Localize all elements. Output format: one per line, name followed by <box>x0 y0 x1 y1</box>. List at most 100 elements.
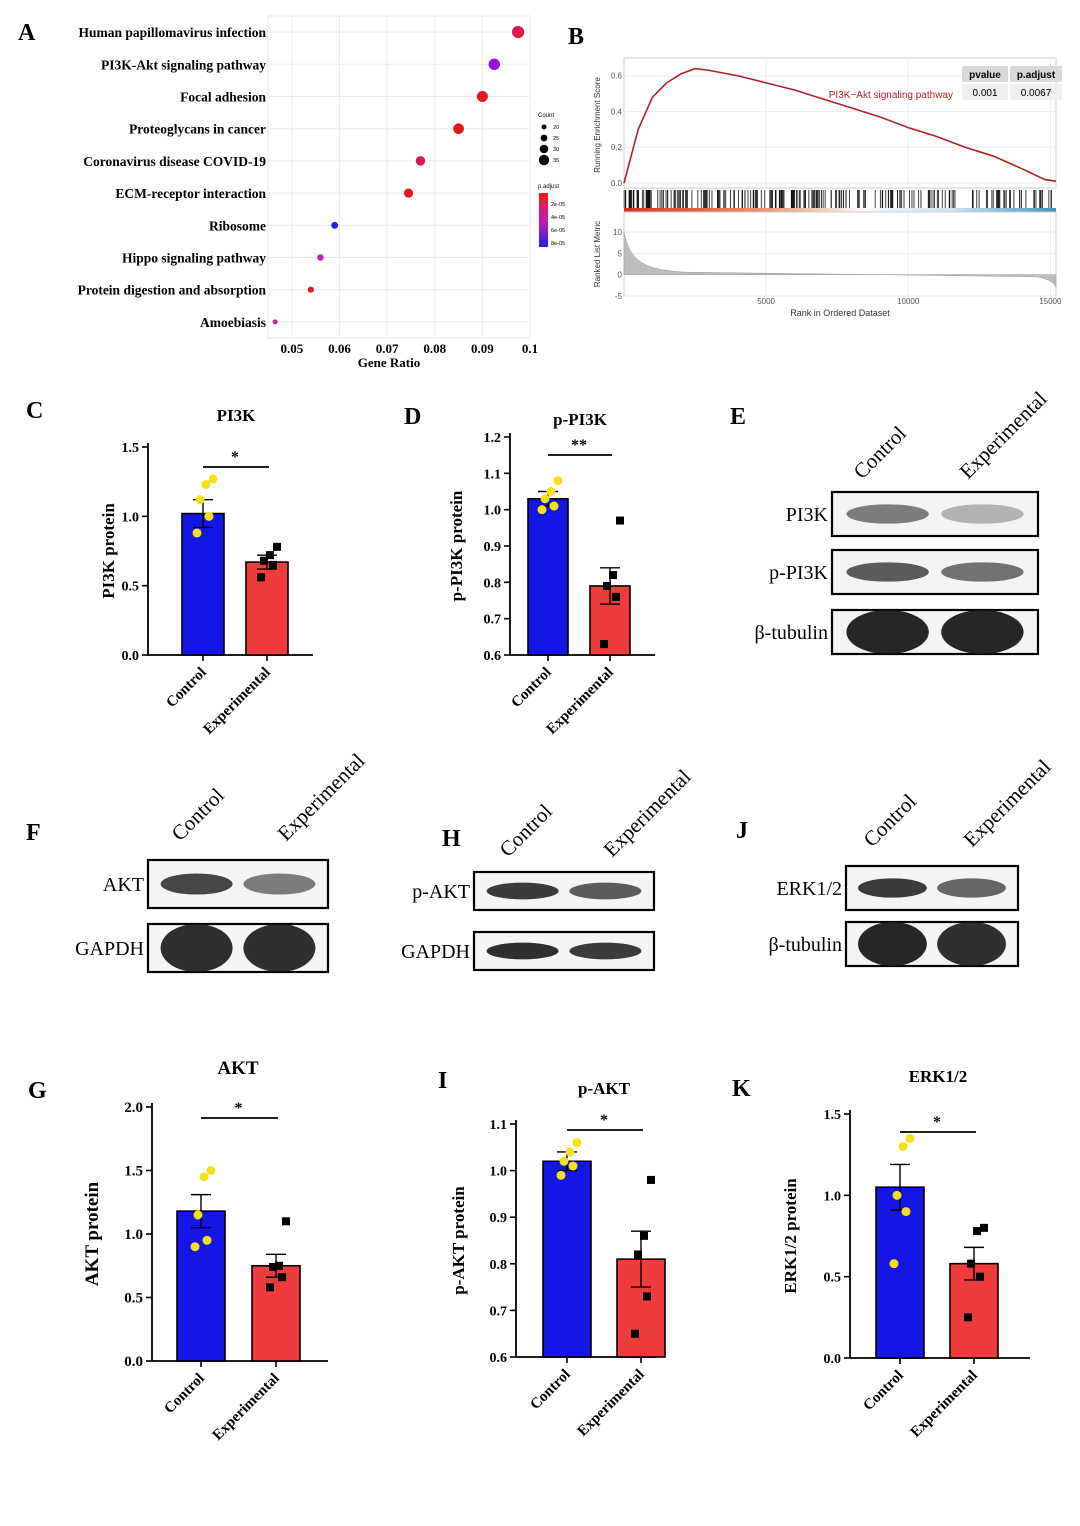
blot-row-label: p-AKT <box>412 881 470 903</box>
es-tick-label: 0.4 <box>611 107 623 116</box>
data-point <box>272 319 278 325</box>
y-axis-label: p-AKT protein <box>449 1186 468 1295</box>
y-tick-label: 0.8 <box>484 576 502 591</box>
data-point-control <box>549 501 559 511</box>
es-axis-label: Running Enrichment Score <box>593 77 602 173</box>
y-tick-label: 1.5 <box>122 441 140 456</box>
y-tick-label: 0.0 <box>824 1352 842 1367</box>
panel-letter-b: B <box>568 24 585 50</box>
y-tick-label: 0.5 <box>124 1291 143 1307</box>
data-point-experimental <box>278 1273 286 1282</box>
y-tick-label: 0.6 <box>490 1351 508 1366</box>
pathway-label: PI3K−Akt signaling pathway <box>829 90 953 101</box>
x-tick-label: 0.1 <box>522 341 538 356</box>
legend-count-label: 30 <box>553 147 559 153</box>
y-tick-label: 2.0 <box>124 1100 143 1116</box>
lane-label-control: Control <box>859 789 921 851</box>
y-axis-label: p-PI3K protein <box>447 490 466 601</box>
data-point-control <box>537 505 547 515</box>
es-tick-label: 0.6 <box>611 72 623 81</box>
y-tick-label: 1.5 <box>824 1108 842 1123</box>
protein-band <box>941 562 1024 582</box>
y-tick-label: 0.5 <box>122 580 140 595</box>
category-label: Protein digestion and absorption <box>78 283 267 298</box>
blot-row-label: β-tubulin <box>754 622 828 644</box>
x-axis-label: Rank in Ordered Dataset <box>790 308 890 318</box>
data-point-experimental <box>967 1259 975 1268</box>
panel-letter-h: H <box>442 826 461 852</box>
lane-label-experimental: Experimental <box>599 764 696 861</box>
data-point-control <box>190 1242 200 1252</box>
lane-label-control: Control <box>495 799 557 861</box>
table-header: p.adjust <box>1017 70 1056 81</box>
x-category-label: Control <box>508 665 554 711</box>
protein-band <box>858 878 927 898</box>
legend-count-label: 35 <box>553 158 559 164</box>
x-tick-label: 15000 <box>1039 297 1062 306</box>
data-point-control <box>201 479 211 489</box>
bar-control <box>875 1186 925 1359</box>
y-tick-label: 1.1 <box>484 467 502 482</box>
bar-control <box>181 512 225 656</box>
x-category-label: Experimental <box>210 1371 283 1444</box>
y-tick-label: 1.0 <box>124 1227 143 1243</box>
data-point-experimental <box>257 573 265 582</box>
legend-count-dot <box>538 154 550 166</box>
legend-count-dot <box>541 124 547 130</box>
y-axis-label: ERK1/2 protein <box>781 1178 800 1294</box>
x-tick-label: 5000 <box>757 297 775 306</box>
legend-padj-label: 2e-05 <box>551 202 565 208</box>
y-tick-label: 0.8 <box>490 1258 508 1273</box>
data-point-control <box>898 1142 908 1152</box>
panel-letter-i: I <box>438 1068 448 1094</box>
data-point-control <box>553 476 563 486</box>
data-point-control <box>206 1166 216 1175</box>
blot-row-label: GAPDH <box>401 941 470 963</box>
data-point-control <box>905 1133 915 1143</box>
category-label: Focal adhesion <box>180 90 266 105</box>
data-point-experimental <box>266 551 274 560</box>
lane-label-experimental: Experimental <box>273 748 370 845</box>
table-header-cell <box>1010 66 1062 82</box>
significance-marker: * <box>933 1114 941 1131</box>
legend-count-title: Count <box>538 113 554 119</box>
data-point <box>476 90 488 103</box>
protein-band <box>243 873 316 895</box>
protein-band <box>243 924 316 972</box>
y-tick-label: 0.5 <box>824 1271 842 1286</box>
data-point-experimental <box>647 1175 655 1184</box>
protein-band <box>846 562 929 582</box>
x-tick-label: 0.09 <box>471 341 494 356</box>
ranked-metric-area <box>623 231 1057 288</box>
rank-tick-label: 0 <box>618 271 623 280</box>
bar-experimental <box>245 561 289 656</box>
x-category-label: Experimental <box>575 1367 648 1440</box>
y-tick-label: 1.1 <box>490 1118 508 1133</box>
rank-plot-area <box>623 211 1057 297</box>
y-tick-label: 0.7 <box>490 1304 508 1319</box>
x-tick-label: 10000 <box>897 297 920 306</box>
data-point-control <box>559 1156 569 1166</box>
data-point-experimental <box>603 581 611 590</box>
y-tick-label: 1.0 <box>484 504 502 519</box>
table-header: pvalue <box>969 70 1001 81</box>
protein-band <box>937 878 1006 898</box>
rank-tick-label: 10 <box>613 228 622 237</box>
panel-letter-k: K <box>732 1076 751 1102</box>
lane-label-experimental: Experimental <box>955 386 1052 483</box>
protein-band <box>846 610 929 654</box>
data-point-control <box>556 1170 566 1180</box>
category-label: Coronavirus disease COVID-19 <box>83 154 266 169</box>
table-value-cell <box>1010 84 1062 100</box>
data-point <box>403 188 414 198</box>
y-tick-label: 0.7 <box>484 613 502 628</box>
protein-band <box>937 922 1006 966</box>
lane-label-experimental: Experimental <box>959 754 1056 851</box>
bar-chart-p-akt: p-AKT p-AKT protein 0.6 0.7 0.8 0.9 1.0 1.1 Cont… <box>449 1079 666 1440</box>
category-label: Ribosome <box>209 218 266 233</box>
es-tick-label: 0.2 <box>611 143 623 152</box>
legend-padj-label: 6e-05 <box>551 228 565 234</box>
data-point-experimental <box>976 1272 984 1281</box>
significance-marker: * <box>235 1100 243 1117</box>
significance-marker: * <box>600 1112 608 1129</box>
